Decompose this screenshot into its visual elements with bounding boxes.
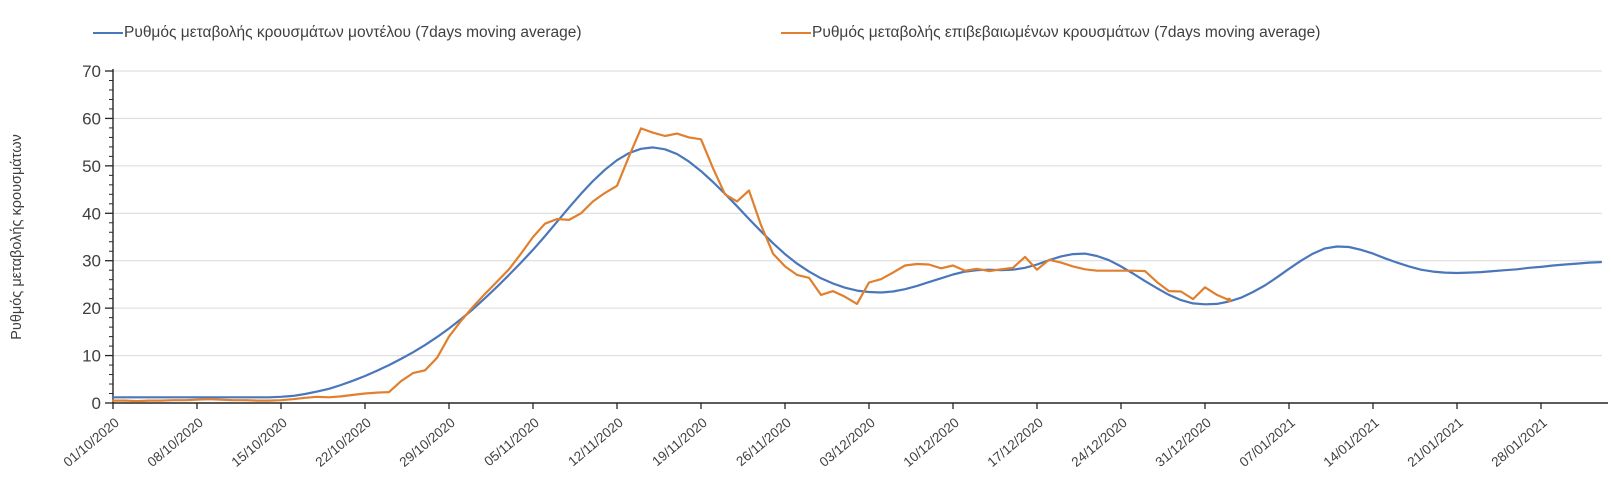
y-tick-label: 40: [82, 204, 101, 223]
legend-label-model: Ρυθμός μεταβολής κρουσμάτων μοντέλου (7d…: [124, 24, 582, 41]
x-tick-label: 01/10/2020: [61, 415, 122, 470]
x-tick-label: 22/10/2020: [313, 415, 374, 470]
y-tick-label: 60: [82, 109, 101, 128]
x-tick-label: 07/01/2021: [1237, 415, 1298, 470]
x-tick-label: 08/10/2020: [145, 415, 206, 470]
x-tick-label: 17/12/2020: [985, 415, 1046, 470]
model-line-swatch: [93, 32, 123, 34]
x-tick-label: 19/11/2020: [649, 415, 710, 469]
y-tick-label: 30: [82, 252, 101, 271]
x-tick-label: 29/10/2020: [397, 415, 458, 470]
legend-label-confirmed: Ρυθμός μεταβολής επιβεβαιωμένων κρουσμάτ…: [812, 24, 1321, 41]
x-tick-label: 14/01/2021: [1321, 415, 1382, 470]
y-tick-label: 20: [82, 299, 101, 318]
confirmed-series-endpoint: [1226, 297, 1232, 303]
x-tick-label: 05/11/2020: [481, 415, 542, 469]
x-tick-label: 26/11/2020: [733, 415, 794, 469]
x-tick-label: 10/12/2020: [901, 415, 962, 470]
y-axis-title: Ρυθμός μεταβολής κρουσμάτων: [9, 134, 25, 340]
y-tick-label: 70: [82, 62, 101, 81]
legend-item-model: Ρυθμός μεταβολής κρουσμάτων μοντέλου (7d…: [93, 24, 582, 42]
chart-legend: Ρυθμός μεταβολής κρουσμάτων μοντέλου (7d…: [0, 24, 1612, 46]
y-tick-label: 10: [82, 347, 101, 366]
confirmed-line-swatch: [781, 32, 811, 34]
x-tick-label: 21/01/2021: [1405, 415, 1466, 470]
x-tick-label: 31/12/2020: [1153, 415, 1214, 470]
x-tick-label: 15/10/2020: [229, 415, 290, 470]
y-tick-label: 50: [82, 157, 101, 176]
legend-item-confirmed: Ρυθμός μεταβολής επιβεβαιωμένων κρουσμάτ…: [781, 24, 1320, 42]
x-tick-label: 03/12/2020: [817, 415, 878, 470]
x-tick-label: 24/12/2020: [1069, 415, 1130, 470]
x-tick-label: 12/11/2020: [565, 415, 626, 469]
x-tick-label: 28/01/2021: [1489, 415, 1550, 470]
y-tick-label: 0: [92, 394, 101, 413]
model-series-line: [111, 146, 1603, 399]
confirmed-series-line: [111, 127, 1231, 403]
